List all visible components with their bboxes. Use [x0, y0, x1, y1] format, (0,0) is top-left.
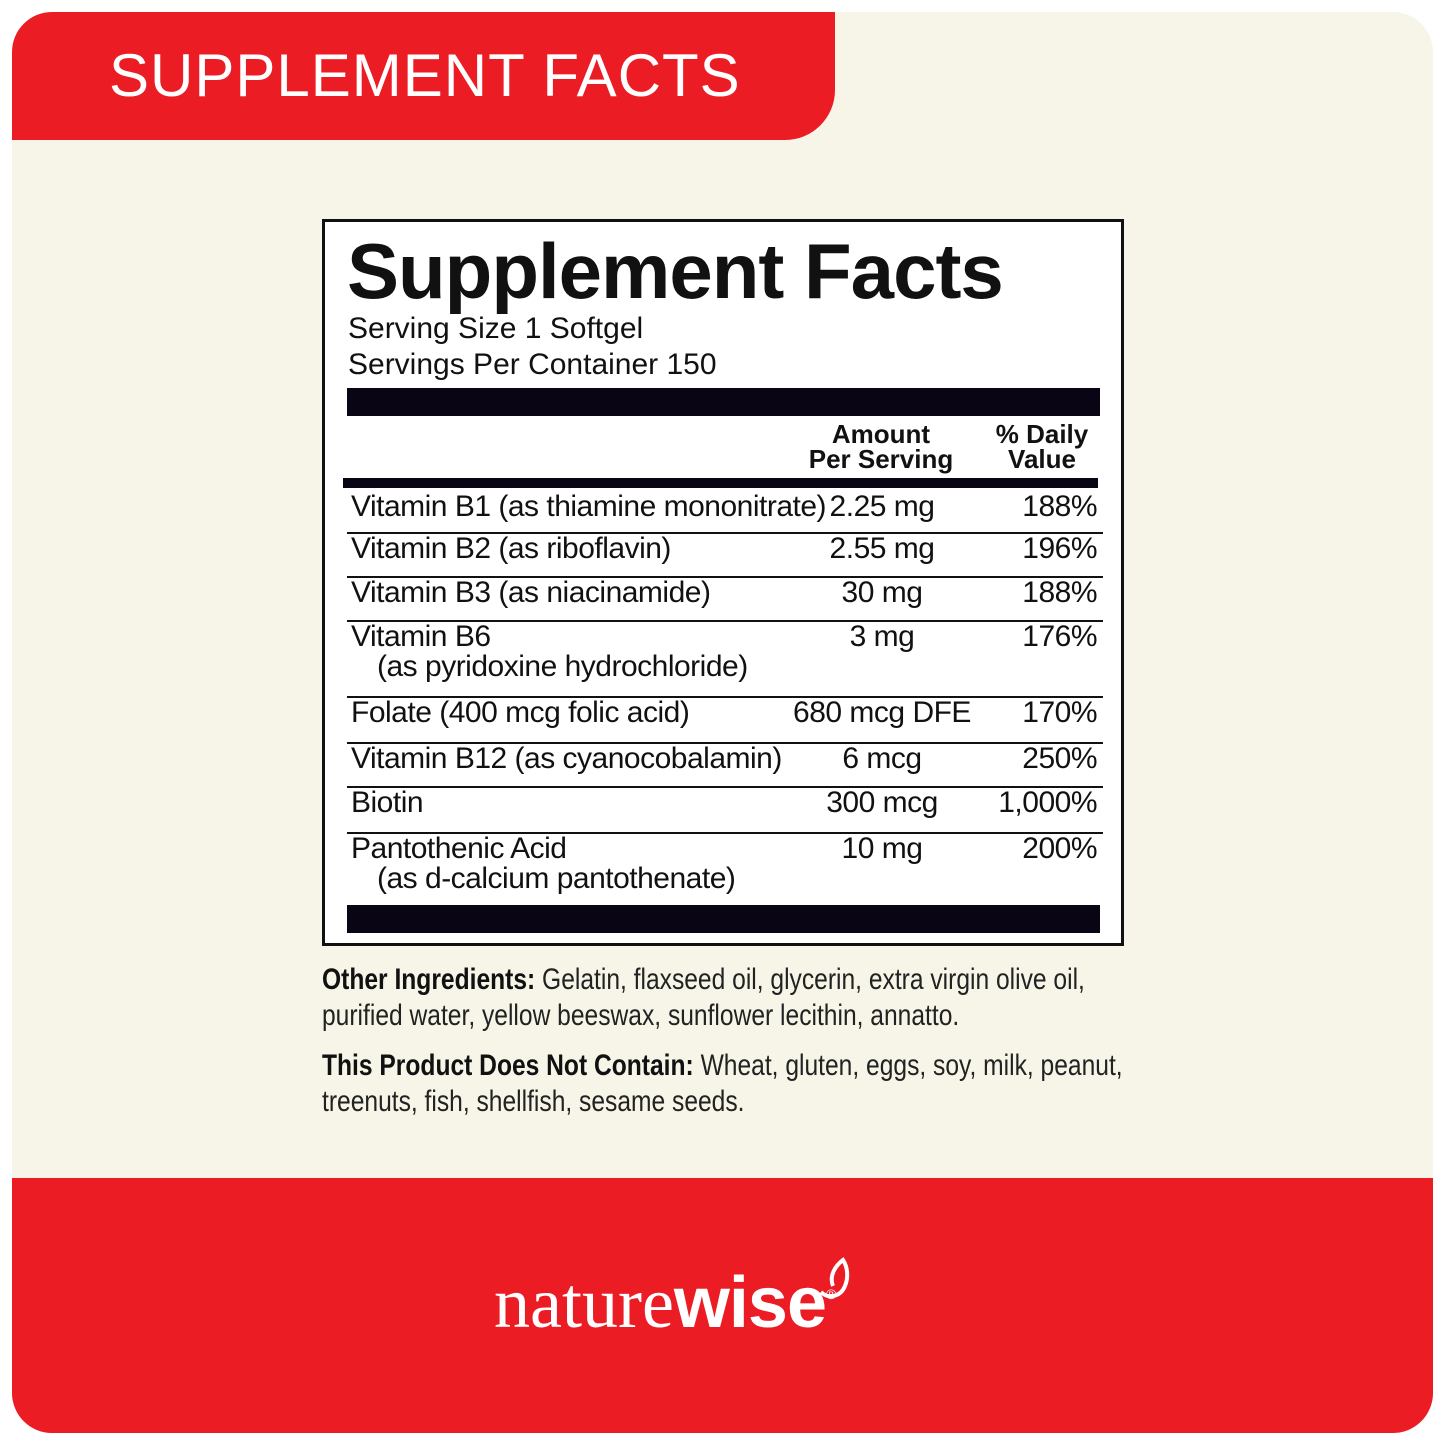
- nutrient-source: (as d-calcium pantothenate): [377, 862, 736, 895]
- nutrient-daily-value: 170%: [1022, 696, 1097, 729]
- nutrient-name: Vitamin B12 (as cyanocobalamin): [351, 742, 782, 775]
- servings-per-container: Servings Per Container 150: [348, 348, 717, 381]
- nutrient-amount: 300 mcg: [826, 786, 938, 819]
- nutrient-name: Biotin: [351, 786, 424, 819]
- nutrient-daily-value: 1,000%: [998, 786, 1097, 819]
- logo-wise: wise: [673, 1263, 827, 1343]
- facts-title: Supplement Facts: [347, 227, 1004, 315]
- allergen-text: Wheat, gluten, eggs, soy, milk, peanut, …: [322, 1049, 1123, 1118]
- nutrient-amount: 2.25 mg: [829, 490, 935, 523]
- allergen-label: This Product Does Not Contain:: [322, 1049, 694, 1082]
- medium-divider: [343, 478, 1098, 488]
- brand-footer: [12, 1178, 1433, 1433]
- nutrient-daily-value: 176%: [1022, 620, 1097, 653]
- nutrient-daily-value: 250%: [1022, 742, 1097, 775]
- nutrient-row: Vitamin B12 (as cyanocobalamin) 6 mcg 250%: [347, 742, 1103, 788]
- dv-header: % Daily Value: [987, 419, 1097, 474]
- amount-header: Amount Per Serving: [795, 419, 967, 474]
- allergen-statement: This Product Does Not Contain: Wheat, gl…: [322, 1048, 1134, 1120]
- nutrient-name: Vitamin B6: [351, 620, 491, 653]
- nutrient-daily-value: 196%: [1022, 532, 1097, 565]
- nutrient-daily-value: 188%: [1022, 576, 1097, 609]
- leaf-icon: [819, 1257, 850, 1299]
- nutrient-name: Folate (400 mcg folic acid): [351, 696, 690, 729]
- serving-size: Serving Size 1 Softgel: [348, 312, 644, 345]
- nutrient-amount: 30 mg: [841, 576, 923, 609]
- amount-header-line1: Amount: [831, 419, 931, 449]
- nutrient-row: Vitamin B2 (as riboflavin) 2.55 mg 196%: [347, 532, 1103, 578]
- banner-title: SUPPLEMENT FACTS: [12, 12, 835, 140]
- nutrient-row: Vitamin B6 (as pyridoxine hydrochloride) 3…: [347, 620, 1103, 698]
- nutrient-row: Pantothenic Acid (as d-calcium pantothena…: [347, 832, 1103, 900]
- nutrient-source: (as pyridoxine hydrochloride): [377, 650, 748, 683]
- nutrient-daily-value: 200%: [1022, 832, 1097, 865]
- nutrient-name: Pantothenic Acid: [351, 832, 567, 865]
- nutrient-amount: 6 mcg: [842, 742, 922, 775]
- nutrient-amount: 10 mg: [841, 832, 923, 865]
- supplement-facts-panel: Supplement Facts Serving Size 1 Softgel …: [322, 219, 1124, 946]
- nutrient-name: Vitamin B1 (as thiamine mononitrate): [351, 490, 827, 523]
- registered-mark: ®: [826, 1286, 837, 1302]
- other-ingredients-text: Gelatin, flaxseed oil, glycerin, extra v…: [322, 963, 1085, 1032]
- other-ingredients: Other Ingredients: Gelatin, flaxseed oil…: [322, 962, 1134, 1034]
- nutrient-daily-value: 188%: [1022, 490, 1097, 523]
- thick-divider: [347, 388, 1100, 416]
- nutrient-row: Vitamin B1 (as thiamine mononitrate) 2.25…: [347, 490, 1103, 534]
- nutrient-name: Vitamin B2 (as riboflavin): [351, 532, 671, 565]
- nutrient-amount: 3 mg: [849, 620, 915, 653]
- nutrient-name: Vitamin B3 (as niacinamide): [351, 576, 711, 609]
- bottom-divider: [347, 905, 1100, 933]
- dv-header-line1: % Daily: [995, 419, 1089, 449]
- nutrient-row: Folate (400 mcg folic acid) 680 mcg DFE 17…: [347, 696, 1103, 744]
- nutrient-row: Biotin 300 mcg 1,000%: [347, 786, 1103, 834]
- nutrient-amount: 680 mcg DFE: [793, 696, 971, 729]
- dv-header-line2: Value: [1008, 444, 1076, 474]
- logo-nature: nature: [494, 1263, 674, 1343]
- amount-header-line2: Per Serving: [808, 444, 954, 474]
- other-ingredients-label: Other Ingredients:: [322, 963, 536, 996]
- nutrient-row: Vitamin B3 (as niacinamide) 30 mg 188%: [347, 576, 1103, 622]
- naturewise-logo: naturewise®: [494, 1262, 836, 1345]
- nutrient-amount: 2.55 mg: [829, 532, 935, 565]
